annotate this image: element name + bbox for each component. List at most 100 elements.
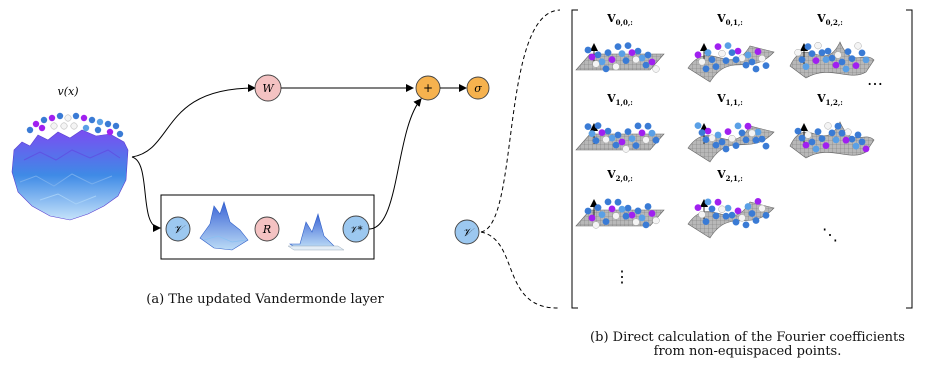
cell-figure-7 (687, 198, 775, 239)
node-W: W (254, 74, 282, 102)
cell-point (728, 49, 736, 56)
cell-label-4: V1,1,: (716, 92, 743, 107)
cell-point (632, 218, 640, 226)
matrix-bracket-left (571, 9, 578, 309)
cell-point (854, 42, 862, 50)
cell-point (852, 142, 860, 150)
spectrum-figure-2 (287, 212, 345, 251)
cell-point (702, 65, 710, 73)
input-points (26, 112, 124, 138)
cell-point (652, 65, 660, 73)
cell-point (604, 127, 612, 135)
caption-right-line2: from non-equispaced points. (653, 344, 842, 359)
cell-point (738, 54, 746, 62)
cell-point (742, 136, 750, 144)
cell-point (602, 65, 610, 73)
cell-point (704, 49, 712, 56)
cell-point (758, 204, 766, 213)
cell-point (634, 122, 642, 130)
ellipsis-horizontal: … (867, 70, 883, 89)
input-surface-figure (11, 112, 129, 221)
cell-point (822, 56, 830, 63)
cell-point (732, 142, 740, 150)
cell-point (622, 212, 630, 220)
cell-point (708, 56, 716, 63)
cell-point (724, 42, 732, 49)
cell-point (614, 43, 622, 50)
cell-point (698, 210, 706, 219)
cell-point (618, 50, 626, 57)
svg-text:σ: σ (474, 82, 482, 95)
cell-point (702, 136, 710, 144)
cell-point (718, 138, 726, 146)
cell-point (802, 63, 810, 70)
cell-point (592, 221, 600, 229)
cell-point (618, 138, 626, 146)
svg-text:+: + (423, 81, 433, 95)
spectrum-figure-1 (199, 201, 249, 251)
cell-label-7: V2,1,: (716, 168, 743, 183)
cell-point (638, 214, 646, 222)
cell-point (748, 129, 756, 137)
node-R: R (254, 216, 280, 242)
cell-point (728, 134, 736, 143)
cell-point (724, 204, 732, 212)
cell-point (744, 51, 752, 59)
cell-point (828, 129, 836, 137)
caption-left: (a) The updated Vandermonde layer (146, 292, 384, 307)
cell-point (644, 51, 652, 59)
cell-point (808, 50, 816, 57)
cell-label-5: V1,2,: (816, 92, 843, 107)
cell-point (584, 207, 592, 215)
cell-point (842, 65, 850, 73)
cell-point (628, 135, 636, 143)
cell-point (804, 43, 812, 50)
dashed-connector-bottom (480, 231, 561, 309)
cell-point (628, 211, 636, 219)
cell-point (732, 218, 740, 226)
cell-point (698, 129, 706, 137)
cell-point (722, 212, 730, 220)
cell-point (824, 47, 832, 55)
cell-point (618, 205, 626, 213)
cell-point (604, 49, 612, 56)
cell-point (728, 211, 736, 219)
cell-point (622, 145, 630, 153)
cell-point (824, 122, 832, 130)
cell-point (608, 134, 616, 142)
cell-point (694, 204, 702, 212)
cell-point (804, 131, 812, 139)
cell-point (838, 129, 846, 137)
cell-point (584, 46, 592, 54)
cell-point (828, 54, 836, 62)
cell-point (722, 145, 730, 153)
cell-point (752, 217, 760, 224)
cell-point (808, 138, 816, 146)
cell-point (862, 56, 870, 64)
cell-point (694, 122, 702, 129)
svg-text:R: R (262, 223, 271, 236)
cell-point (598, 211, 606, 219)
cell-point (842, 136, 850, 144)
cell-surface (789, 121, 875, 159)
ellipsis-vertical: ⋮ (614, 267, 630, 286)
cell-point (794, 127, 802, 135)
cell-point (638, 129, 646, 137)
caption-right-line1: (b) Direct calculation of the Fourier co… (590, 330, 905, 345)
cell-point (712, 212, 720, 220)
cell-point (588, 130, 596, 138)
matrix-bracket-right (906, 9, 913, 309)
cell-point (818, 49, 826, 56)
cell-point (624, 128, 632, 136)
cell-point (594, 51, 602, 59)
cell-figure-5 (789, 121, 875, 159)
cell-point (814, 41, 822, 50)
cell-point (758, 54, 766, 63)
cell-point (844, 128, 852, 136)
cell-point (648, 210, 656, 217)
cell-point (698, 58, 706, 66)
svg-text:𝒱*: 𝒱* (349, 225, 362, 236)
cell-point (798, 56, 806, 63)
cell-point (832, 61, 840, 69)
cell-point (858, 138, 866, 146)
